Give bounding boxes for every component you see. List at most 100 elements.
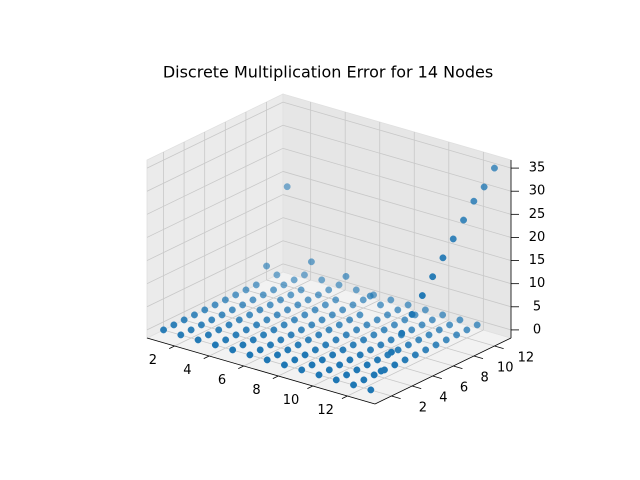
point — [232, 331, 240, 339]
point — [332, 296, 340, 304]
point — [377, 341, 385, 349]
point — [446, 321, 454, 329]
point — [391, 321, 398, 329]
point — [307, 258, 315, 266]
grid-line — [282, 240, 512, 308]
point — [218, 311, 226, 319]
y-tick-label: 10 — [497, 360, 514, 375]
point — [225, 321, 233, 329]
z-tick-label: 25 — [529, 207, 546, 222]
point — [211, 341, 219, 349]
point — [239, 341, 247, 349]
point — [394, 306, 402, 314]
x-tick-label: 6 — [218, 373, 226, 388]
point — [290, 276, 298, 284]
tick-mark — [341, 395, 348, 399]
point — [387, 348, 395, 356]
y-tick-label: 6 — [460, 380, 468, 395]
point — [356, 351, 364, 359]
point — [391, 361, 399, 369]
point — [404, 341, 412, 349]
point — [259, 291, 267, 299]
point — [387, 336, 395, 344]
grid-line — [282, 124, 512, 192]
point — [194, 336, 202, 344]
tick-mark — [391, 395, 401, 400]
grid-line — [146, 240, 284, 308]
point — [329, 351, 337, 359]
point — [314, 291, 322, 299]
x-axis-line — [146, 337, 376, 405]
point — [208, 316, 216, 324]
point — [401, 316, 409, 324]
point — [211, 301, 219, 309]
point — [442, 336, 450, 344]
point — [408, 326, 416, 334]
point — [280, 321, 288, 329]
point — [273, 271, 281, 279]
point — [291, 356, 299, 364]
point — [297, 286, 305, 294]
point — [367, 346, 374, 354]
grid-line — [146, 263, 284, 331]
point — [415, 336, 423, 344]
point — [274, 351, 281, 359]
point — [377, 301, 384, 309]
grid-line — [347, 329, 484, 397]
tick-mark — [453, 365, 463, 370]
point — [301, 351, 309, 359]
point — [349, 301, 357, 309]
point — [304, 296, 312, 304]
grid-line — [243, 299, 380, 367]
point — [315, 371, 323, 379]
point — [277, 296, 284, 304]
tick-mark — [169, 345, 175, 349]
grid-line — [146, 124, 284, 192]
point — [197, 321, 205, 329]
point — [428, 316, 436, 324]
point — [242, 326, 250, 334]
z-tick-label: 30 — [529, 184, 546, 199]
point — [283, 183, 291, 191]
point — [425, 331, 433, 339]
point — [287, 291, 295, 299]
point — [249, 296, 257, 304]
grid-line — [146, 101, 284, 169]
x-tick-label: 4 — [183, 363, 191, 378]
point — [308, 361, 316, 369]
point — [394, 346, 402, 354]
point — [453, 331, 461, 339]
grid-line — [146, 171, 284, 238]
grid-line — [146, 194, 284, 261]
point — [301, 271, 308, 279]
grid-line — [282, 263, 512, 331]
point — [418, 321, 426, 329]
point — [356, 311, 364, 319]
point — [297, 326, 305, 334]
point — [187, 326, 195, 334]
point — [480, 183, 488, 191]
z-tick-label: 15 — [529, 253, 546, 268]
point — [360, 376, 368, 384]
point — [318, 356, 326, 364]
point — [325, 286, 333, 294]
tick-mark — [238, 365, 244, 369]
point — [418, 292, 426, 300]
point — [346, 316, 354, 324]
point — [229, 346, 237, 354]
point — [456, 316, 464, 324]
point — [246, 351, 254, 359]
grid-line — [312, 319, 449, 387]
point — [273, 311, 281, 319]
grid-line — [282, 171, 512, 238]
point — [298, 366, 306, 374]
point — [370, 331, 378, 339]
point — [160, 326, 167, 334]
point — [270, 286, 277, 294]
point — [373, 316, 381, 324]
point — [277, 336, 285, 344]
point — [311, 346, 319, 354]
point — [366, 292, 374, 300]
point — [204, 331, 212, 339]
